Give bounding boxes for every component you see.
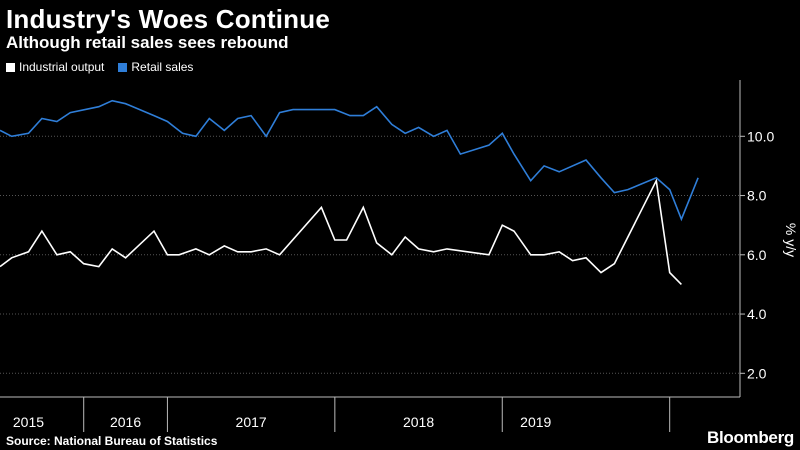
y-tick-label: 6.0 — [747, 247, 767, 263]
y-tick-label: 10.0 — [747, 128, 774, 144]
y-axis-title: % y/y — [783, 223, 799, 257]
series-line-industrial-output — [0, 178, 682, 285]
series-line-retail-sales — [0, 99, 699, 222]
legend-label-industrial: Industrial output — [19, 60, 105, 74]
source-note: Source: National Bureau of Statistics — [6, 434, 218, 448]
x-tick-label: 2016 — [110, 414, 141, 430]
y-tick-label: 4.0 — [747, 306, 767, 322]
y-tick-label: 2.0 — [747, 365, 767, 381]
bloomberg-logo: Bloomberg — [706, 428, 794, 447]
y-tick-label: 8.0 — [747, 188, 767, 204]
x-tick-label: 2017 — [236, 414, 267, 430]
x-tick-label: 2015 — [13, 414, 44, 430]
legend: Industrial output Retail sales — [6, 60, 207, 74]
legend-label-retail: Retail sales — [131, 60, 194, 74]
x-tick-label: 2018 — [403, 414, 434, 430]
legend-item-industrial: Industrial output — [6, 60, 104, 74]
legend-item-retail: Retail sales — [118, 60, 193, 74]
legend-swatch-industrial — [6, 62, 15, 72]
x-tick-label: 2019 — [520, 414, 551, 430]
chart-subtitle: Although retail sales sees rebound — [6, 33, 289, 52]
legend-swatch-retail — [118, 62, 128, 72]
chart-title: Industry's Woes Continue — [6, 4, 330, 34]
